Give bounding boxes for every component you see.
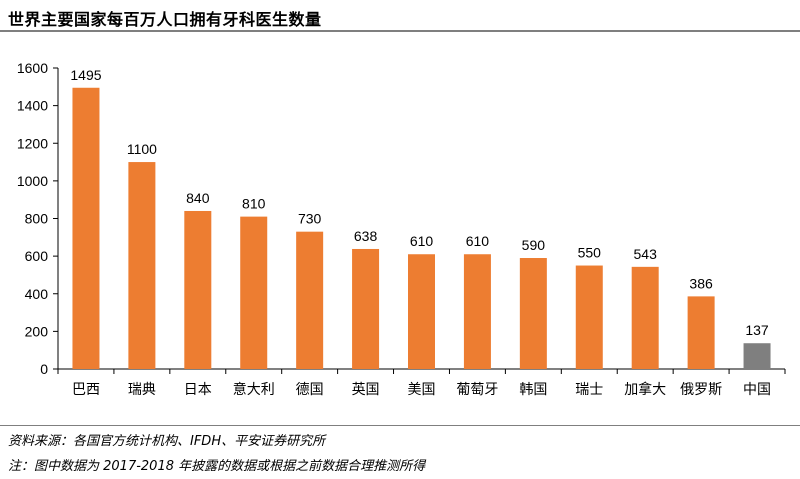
footer-divider <box>0 425 800 426</box>
data-label: 610 <box>410 233 434 249</box>
x-tick-label: 意大利 <box>233 381 275 398</box>
bar-chart: 0 200 400 600 800 1000 1200 1400 1600 1495 巴西 1100 瑞… <box>17 60 786 398</box>
data-label: 810 <box>242 196 266 212</box>
x-tick-label: 葡萄牙 <box>456 382 498 398</box>
data-label: 543 <box>634 246 658 262</box>
x-tick-label: 加拿大 <box>624 381 666 398</box>
x-tick-label: 韩国 <box>519 382 547 398</box>
x-tick-label: 瑞典 <box>128 382 156 398</box>
y-tick-label: 1400 <box>17 98 48 114</box>
bar <box>631 266 659 369</box>
data-label: 1495 <box>70 67 101 83</box>
y-tick-label: 1200 <box>17 135 48 151</box>
data-label: 590 <box>522 237 546 253</box>
bar <box>72 87 100 370</box>
data-label: 730 <box>298 211 322 227</box>
bar <box>184 210 212 369</box>
x-tick-label: 俄罗斯 <box>680 382 722 398</box>
x-tick-label: 瑞士 <box>575 382 603 398</box>
title-divider <box>0 30 800 32</box>
data-label: 550 <box>578 245 602 261</box>
y-tick-label: 800 <box>25 211 49 227</box>
bar <box>240 216 268 369</box>
y-tick-label: 1000 <box>17 173 48 189</box>
y-tick-label: 200 <box>25 323 49 339</box>
x-tick-label: 巴西 <box>72 382 100 398</box>
bar <box>743 343 771 369</box>
y-tick-label: 400 <box>25 286 49 302</box>
bar <box>128 162 156 369</box>
data-label: 840 <box>186 190 210 206</box>
data-label: 1100 <box>127 141 157 157</box>
x-tick-label: 中国 <box>743 382 771 398</box>
bar <box>519 258 547 369</box>
bar <box>352 248 380 369</box>
bar <box>463 254 491 369</box>
y-tick-label: 0 <box>40 361 48 377</box>
data-label: 638 <box>354 228 378 244</box>
x-tick-label: 英国 <box>352 381 380 398</box>
data-label: 137 <box>745 322 769 338</box>
x-tick-label: 日本 <box>184 382 212 398</box>
source-note: 资料来源：各国官方统计机构、IFDH、平安证券研究所 <box>8 434 326 449</box>
x-tick-label: 美国 <box>408 382 436 398</box>
y-tick-label: 600 <box>25 248 49 264</box>
data-label: 610 <box>466 233 490 249</box>
chart-title: 世界主要国家每百万人口拥有牙科医生数量 <box>8 10 322 29</box>
data-note: 注：图中数据为 2017-2018 年披露的数据或根据之前数据合理推测所得 <box>8 459 426 474</box>
x-tick-label: 德国 <box>296 382 324 398</box>
data-label: 386 <box>689 275 713 291</box>
y-tick-label: 1600 <box>17 60 48 76</box>
bar <box>575 265 603 369</box>
bar <box>687 296 715 369</box>
bar <box>408 254 435 369</box>
bar <box>296 231 324 369</box>
